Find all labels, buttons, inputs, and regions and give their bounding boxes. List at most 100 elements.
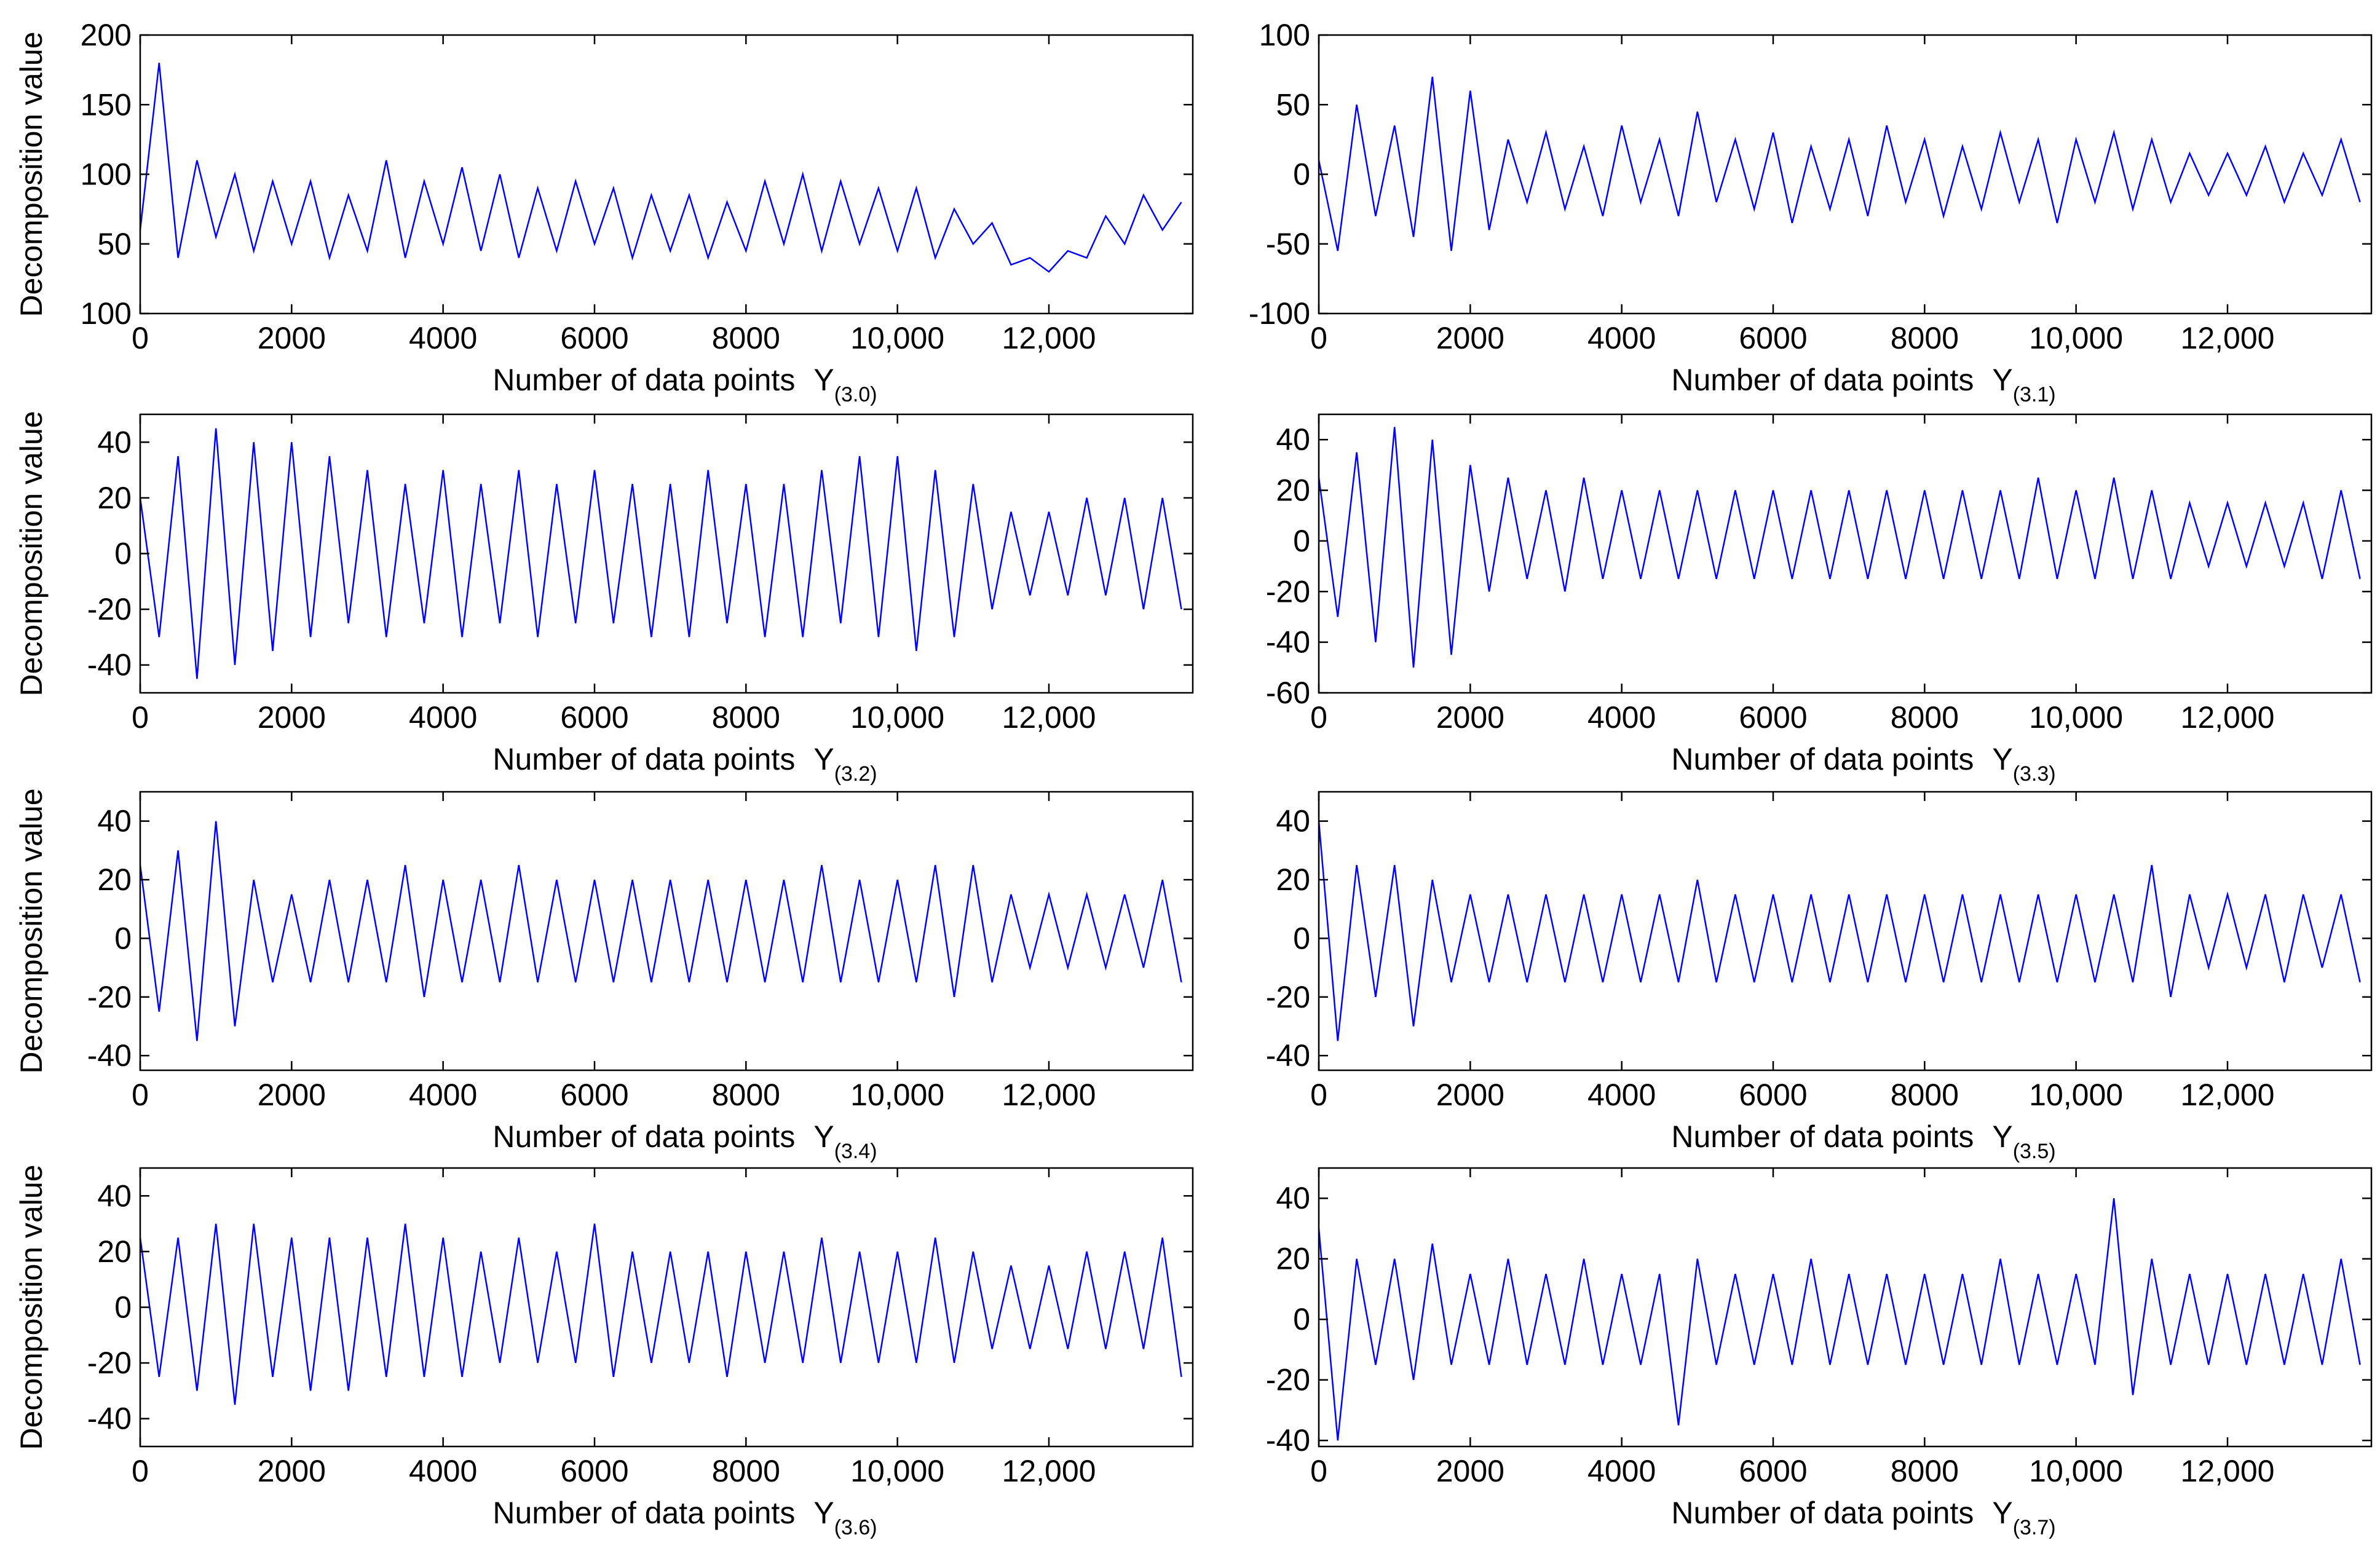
- y-tick-label: 40: [97, 804, 132, 839]
- x-tick-label: 12,000: [1002, 1454, 1096, 1488]
- x-tick-label: 8000: [1891, 700, 1959, 735]
- x-axis-label: Number of data points Y(3.5): [1671, 1119, 2055, 1163]
- x-tick-label: 0: [132, 321, 149, 355]
- x-tick-label: 8000: [712, 1454, 780, 1488]
- x-tick-label: 10,000: [850, 1454, 944, 1488]
- x-tick-label: 4000: [1587, 1454, 1656, 1488]
- x-tick-label: 0: [1310, 321, 1327, 355]
- plot-area: [1319, 1198, 2361, 1441]
- x-tick-label: 10,000: [850, 700, 944, 735]
- y-tick-label: -20: [87, 1346, 132, 1380]
- series-subscript: (3.7): [2013, 1516, 2056, 1539]
- x-label-text: Number of data points: [492, 1496, 795, 1530]
- subplot: -40 -20 0 20 40 0 2000 4000 6000 8000 10,000 12,000…: [14, 788, 1194, 1163]
- x-tick-label: 2000: [1436, 1078, 1504, 1112]
- y-tick-label: -100: [1249, 296, 1310, 331]
- plot-frame: [139, 34, 1194, 315]
- x-tick-label: 4000: [409, 321, 477, 355]
- y-tick-label: -40: [87, 1402, 132, 1436]
- x-tick-label: 0: [1310, 1078, 1327, 1112]
- x-tick-label: 2000: [258, 321, 326, 355]
- plot-frame: [1318, 1167, 2373, 1448]
- x-tick-label: 12,000: [1002, 321, 1096, 355]
- x-tick-label: 8000: [712, 321, 780, 355]
- x-axis-label: Number of data points Y(3.6): [492, 1496, 877, 1539]
- x-tick-label: 8000: [1891, 321, 1959, 355]
- x-label-text: Number of data points: [1671, 1496, 1974, 1530]
- y-tick-label: 40: [1276, 422, 1310, 457]
- y-tick-label: -40: [1266, 625, 1310, 660]
- subplot: -60 -40 -20 0 20 40 0 2000 4000 6000 8000 10,000 12,…: [1266, 413, 2373, 786]
- y-tick-label: 50: [1276, 87, 1310, 122]
- y-tick-label: 100: [81, 296, 132, 331]
- signal-line: [1319, 427, 2361, 668]
- x-tick-label: 12,000: [2181, 1454, 2275, 1488]
- y-tick-label: 100: [1259, 18, 1310, 52]
- signal-line: [140, 1223, 1182, 1405]
- y-axis-label: Decomposition value: [14, 31, 49, 317]
- y-tick-label: -40: [87, 1038, 132, 1073]
- y-tick-label: -40: [1266, 1423, 1310, 1458]
- x-tick-label: 0: [132, 1454, 149, 1488]
- x-tick-label: 12,000: [2181, 700, 2275, 735]
- y-tick-label: 20: [1276, 1242, 1310, 1276]
- x-axis-label: Number of data points Y(3.3): [1671, 742, 2055, 786]
- x-tick-label: 8000: [1891, 1078, 1959, 1112]
- x-tick-label: 4000: [1587, 321, 1656, 355]
- x-tick-label: 12,000: [1002, 1078, 1096, 1112]
- series-label: Y: [1992, 1119, 2012, 1154]
- subplot: -40 -20 0 20 40 0 2000 4000 6000 8000 10,000 12,000…: [1266, 791, 2373, 1163]
- x-tick-label: 12,000: [2181, 1078, 2275, 1112]
- y-tick-label: 0: [1293, 921, 1310, 955]
- y-tick-label: 20: [97, 862, 132, 897]
- series-label: Y: [813, 1496, 834, 1530]
- x-tick-label: 2000: [1436, 321, 1504, 355]
- x-tick-label: 4000: [409, 1078, 477, 1112]
- y-tick-label: 100: [81, 157, 132, 192]
- x-axis-label: Number of data points Y(3.4): [492, 1119, 877, 1163]
- subplot: -40 -20 0 20 40 0 2000 4000 6000 8000 10,000 12,000…: [14, 411, 1194, 786]
- plot-area: [140, 63, 1182, 273]
- x-tick-label: 12,000: [1002, 700, 1096, 735]
- x-tick-label: 0: [1310, 700, 1327, 735]
- y-axis-label: Decomposition value: [14, 411, 49, 696]
- y-tick-label: -20: [1266, 980, 1310, 1014]
- y-axis-label: Decomposition value: [14, 1164, 49, 1450]
- x-tick-label: 12,000: [2181, 321, 2275, 355]
- x-tick-label: 2000: [1436, 1454, 1504, 1488]
- plot-frame: [1318, 413, 2373, 694]
- x-tick-label: 2000: [1436, 700, 1504, 735]
- x-tick-label: 6000: [560, 1078, 628, 1112]
- plot-area: [1319, 76, 2361, 251]
- plot-area: [1319, 427, 2361, 668]
- signal-line: [140, 821, 1182, 1041]
- subplot: -100 -50 0 50 100 0 2000 4000 6000 8000 10,000 12,0…: [1249, 18, 2373, 406]
- x-axis-label: Number of data points Y(3.0): [492, 363, 877, 406]
- plot-frame: [1318, 791, 2373, 1071]
- x-tick-label: 2000: [258, 1454, 326, 1488]
- subplot: -40 -20 0 20 40 0 2000 4000 6000 8000 10,000 12,000…: [1266, 1167, 2373, 1539]
- x-axis-label: Number of data points Y(3.7): [1671, 1496, 2055, 1539]
- x-tick-label: 6000: [1739, 321, 1807, 355]
- y-tick-label: 0: [114, 921, 132, 955]
- x-label-text: Number of data points: [492, 363, 795, 397]
- y-tick-label: -40: [87, 648, 132, 682]
- y-tick-label: 0: [1293, 524, 1310, 558]
- y-tick-label: -60: [1266, 676, 1310, 710]
- series-label: Y: [1992, 363, 2012, 397]
- y-tick-label: 0: [1293, 1302, 1310, 1336]
- y-tick-label: -20: [87, 980, 132, 1014]
- x-tick-label: 8000: [712, 700, 780, 735]
- x-tick-label: 2000: [258, 700, 326, 735]
- y-tick-label: -40: [1266, 1038, 1310, 1073]
- series-subscript: (3.0): [834, 383, 877, 406]
- y-tick-label: -20: [87, 592, 132, 626]
- y-tick-label: -20: [1266, 574, 1310, 609]
- plot-frame: [139, 1167, 1194, 1448]
- x-tick-label: 0: [132, 700, 149, 735]
- x-tick-label: 4000: [409, 1454, 477, 1488]
- y-tick-label: 20: [1276, 862, 1310, 897]
- y-tick-label: 200: [81, 18, 132, 52]
- x-tick-label: 0: [132, 1078, 149, 1112]
- y-tick-label: 0: [114, 537, 132, 571]
